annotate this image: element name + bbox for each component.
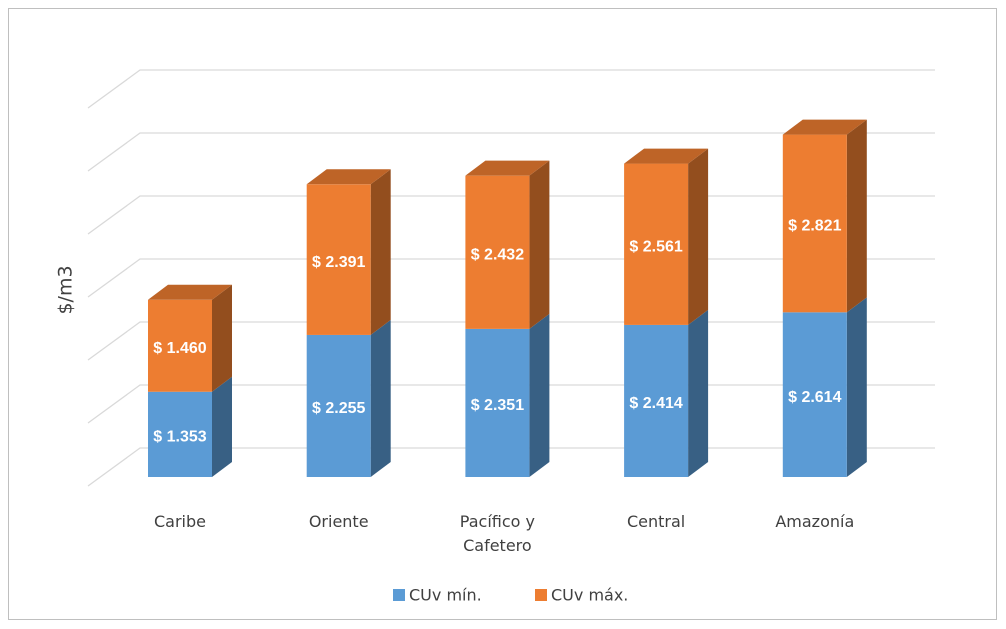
- data-label: $ 2.432: [471, 246, 524, 263]
- bar-side: [529, 160, 550, 329]
- grid-line: [87, 69, 935, 109]
- x-tick-label: Caribe: [154, 512, 206, 531]
- y-axis-label: $/m3: [55, 265, 77, 314]
- bar: [306, 184, 371, 335]
- bar: [148, 299, 212, 392]
- bar: [624, 163, 689, 325]
- data-label: $ 2.391: [312, 254, 365, 271]
- bar: [148, 391, 212, 477]
- x-tick-label: Pacífico y Cafetero: [459, 512, 535, 555]
- x-tick-label: Oriente: [308, 512, 369, 531]
- bar: [465, 175, 530, 329]
- bar-top: [465, 160, 550, 176]
- bar: [782, 312, 847, 477]
- x-tick-label: Amazonía: [775, 512, 855, 531]
- bar-side: [688, 148, 709, 325]
- bar-top: [306, 169, 391, 185]
- data-label: $ 2.255: [312, 400, 365, 417]
- data-label: $ 2.614: [788, 389, 841, 406]
- bar: [624, 324, 689, 477]
- x-tick-label: Central: [626, 512, 686, 531]
- bar-side: [529, 313, 550, 477]
- grid-line: [87, 132, 935, 172]
- data-label: $ 1.460: [153, 340, 206, 357]
- bar-side: [846, 119, 867, 313]
- bar-top: [624, 148, 709, 164]
- data-label: $ 2.821: [788, 218, 841, 235]
- bar-side: [370, 169, 391, 335]
- bar-side: [212, 376, 232, 477]
- bar-side: [846, 297, 867, 477]
- bar-side: [212, 284, 232, 392]
- bar-top: [148, 284, 232, 300]
- bar: [782, 134, 847, 313]
- bar-top: [782, 119, 867, 135]
- bar: [306, 334, 371, 477]
- bar: [465, 328, 530, 477]
- data-label: $ 1.353: [153, 429, 206, 446]
- bar-side: [370, 319, 391, 477]
- data-label: $ 2.414: [629, 395, 682, 412]
- legend-swatch: [393, 589, 405, 601]
- legend-swatch: [535, 589, 547, 601]
- bar-side: [688, 309, 709, 477]
- legend-label: CUv mín.: [409, 586, 482, 605]
- data-label: $ 2.351: [471, 397, 524, 414]
- data-label: $ 2.561: [629, 238, 682, 255]
- legend-label: CUv máx.: [551, 586, 628, 605]
